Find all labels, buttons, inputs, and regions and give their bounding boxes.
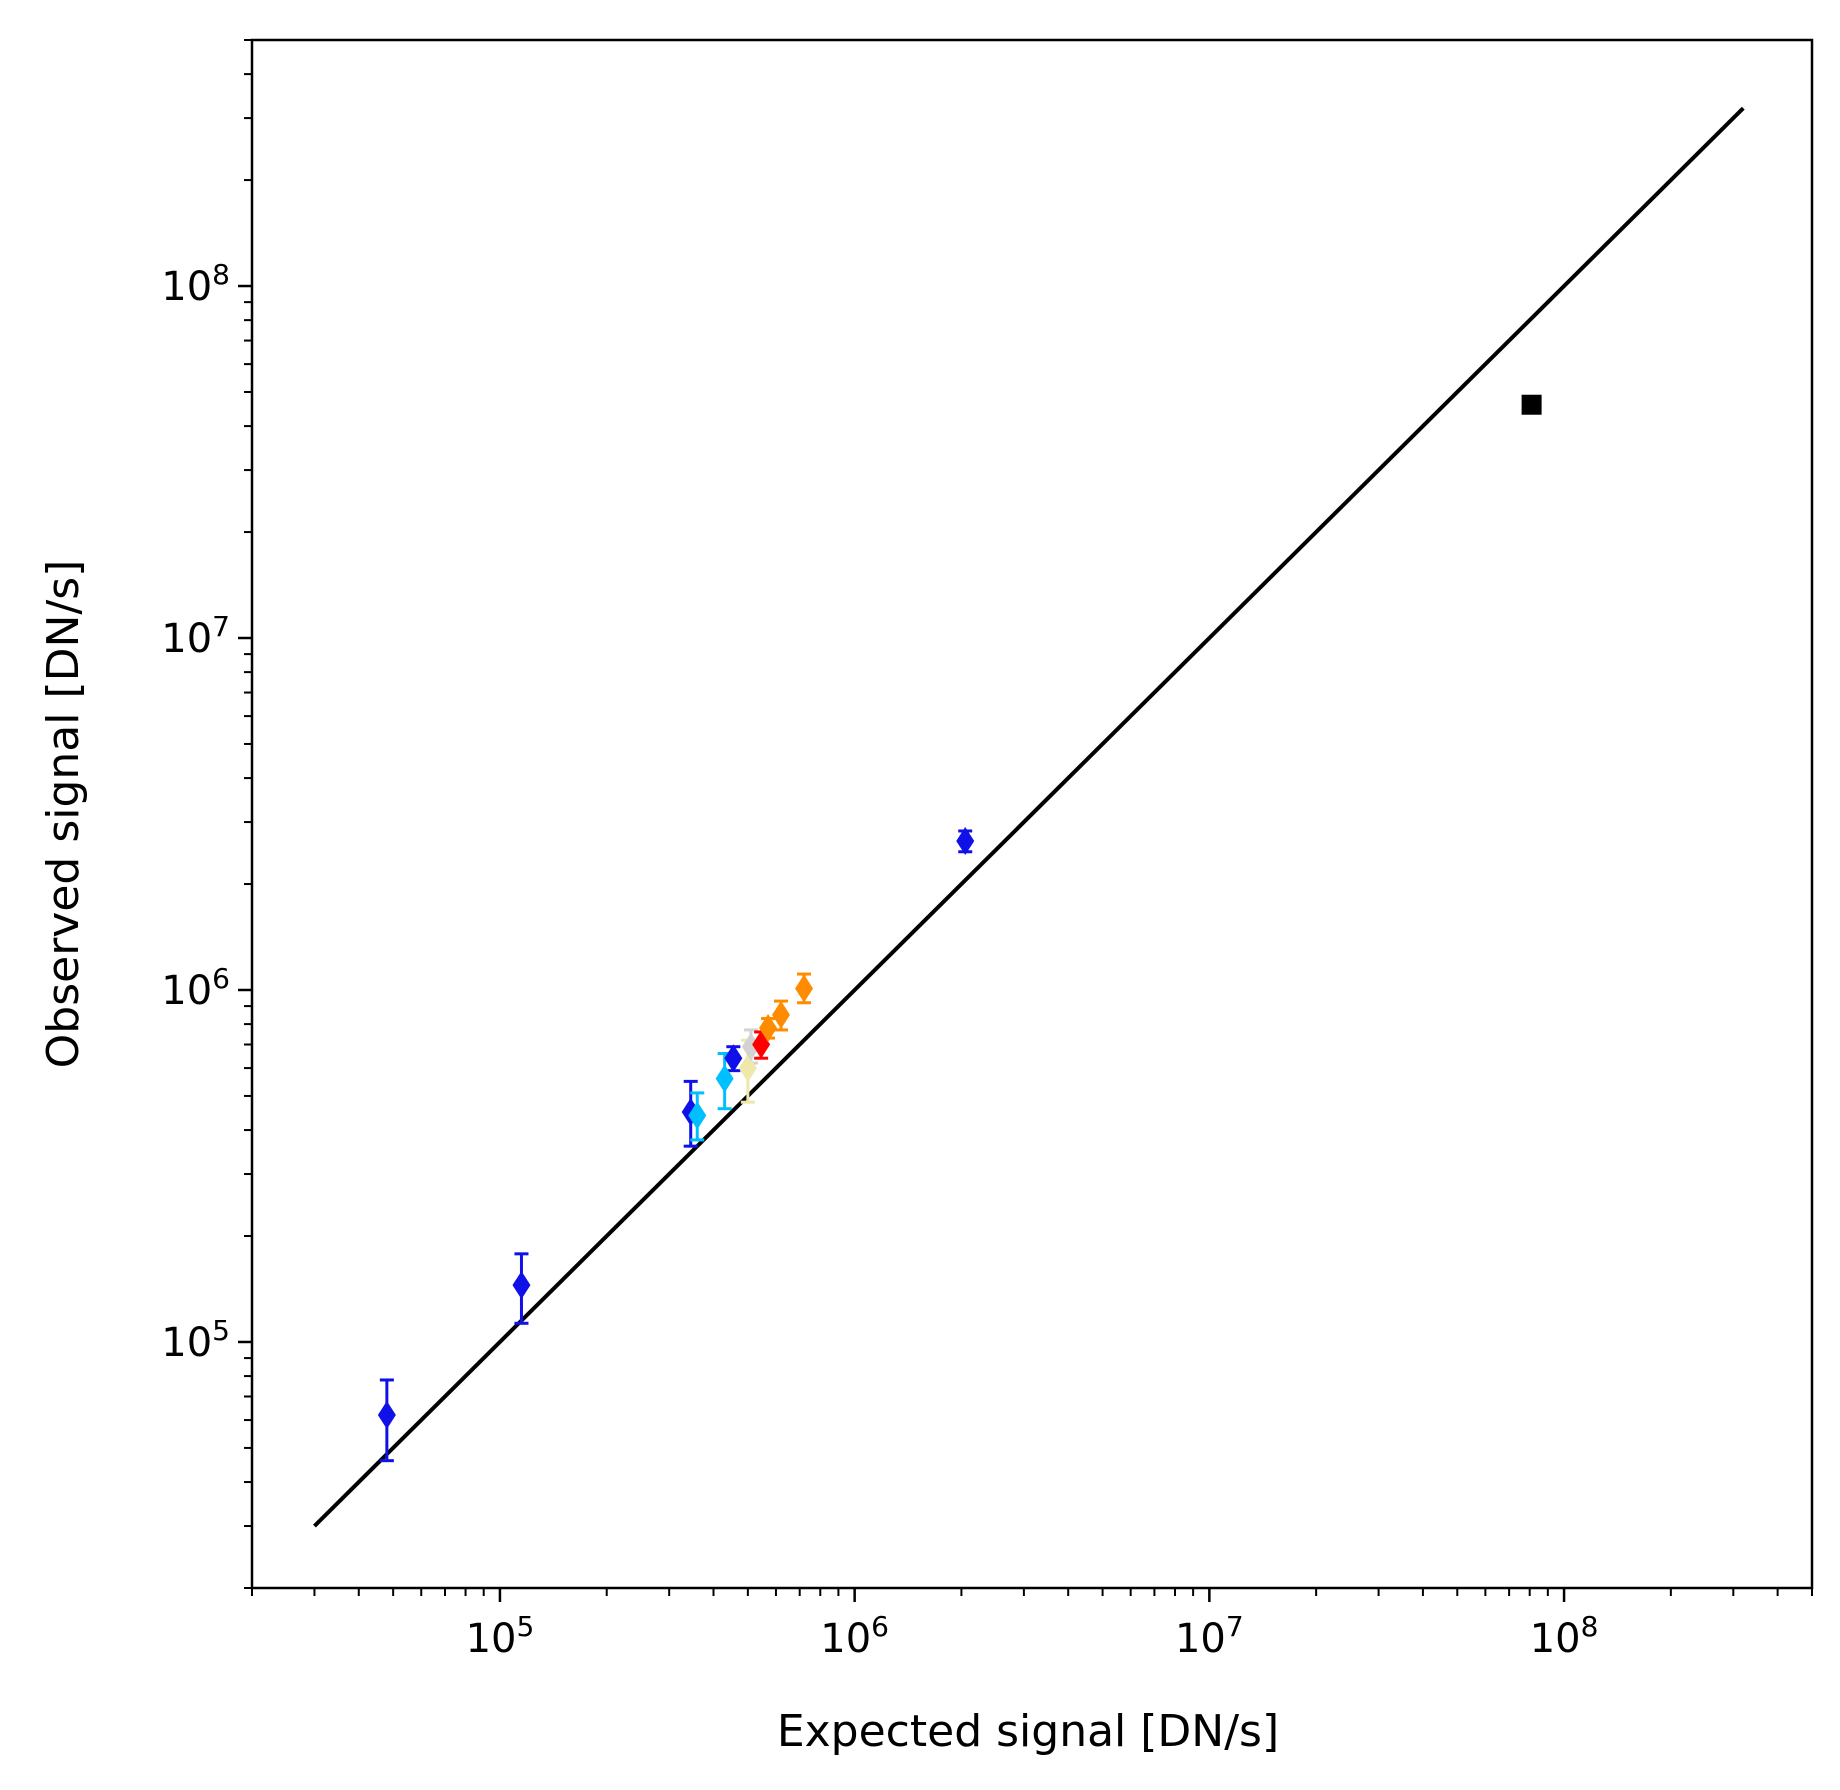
marker-layer [377, 394, 1542, 1430]
y-tick-label: 108 [161, 258, 230, 310]
data-point-diamond [724, 1044, 743, 1073]
data-point-square [1521, 394, 1542, 415]
x-tick-label: 106 [820, 1610, 889, 1662]
minor-ticks [244, 39, 1813, 1596]
identity-line [313, 106, 1745, 1528]
y-tick-label: 106 [161, 962, 230, 1014]
y-tick-labels: 105 106 107 108 [161, 258, 230, 1366]
data-point-diamond [377, 1401, 396, 1430]
data-point-diamond [956, 827, 975, 856]
x-tick-label: 105 [466, 1610, 535, 1662]
data-point-diamond [688, 1101, 707, 1130]
y-tick-label: 105 [161, 1314, 230, 1366]
reference-line-layer [313, 106, 1745, 1528]
data-point-diamond [738, 1054, 757, 1083]
x-axis-title: Expected signal [DN/s] [777, 1706, 1279, 1757]
data-point-diamond [512, 1271, 531, 1300]
plot-frame [250, 38, 1814, 1590]
major-ticks [238, 284, 1566, 1602]
x-tick-labels: 105 106 107 108 [466, 1610, 1599, 1662]
data-point-diamond [795, 974, 814, 1003]
x-tick-label: 107 [1175, 1610, 1244, 1662]
y-axis-title: Observed signal [DN/s] [38, 560, 89, 1069]
y-tick-label: 107 [161, 610, 230, 662]
x-tick-label: 108 [1530, 1610, 1599, 1662]
data-point-diamond [772, 1000, 791, 1029]
data-point-diamond [715, 1064, 734, 1093]
data-point-diamond [759, 1013, 778, 1042]
